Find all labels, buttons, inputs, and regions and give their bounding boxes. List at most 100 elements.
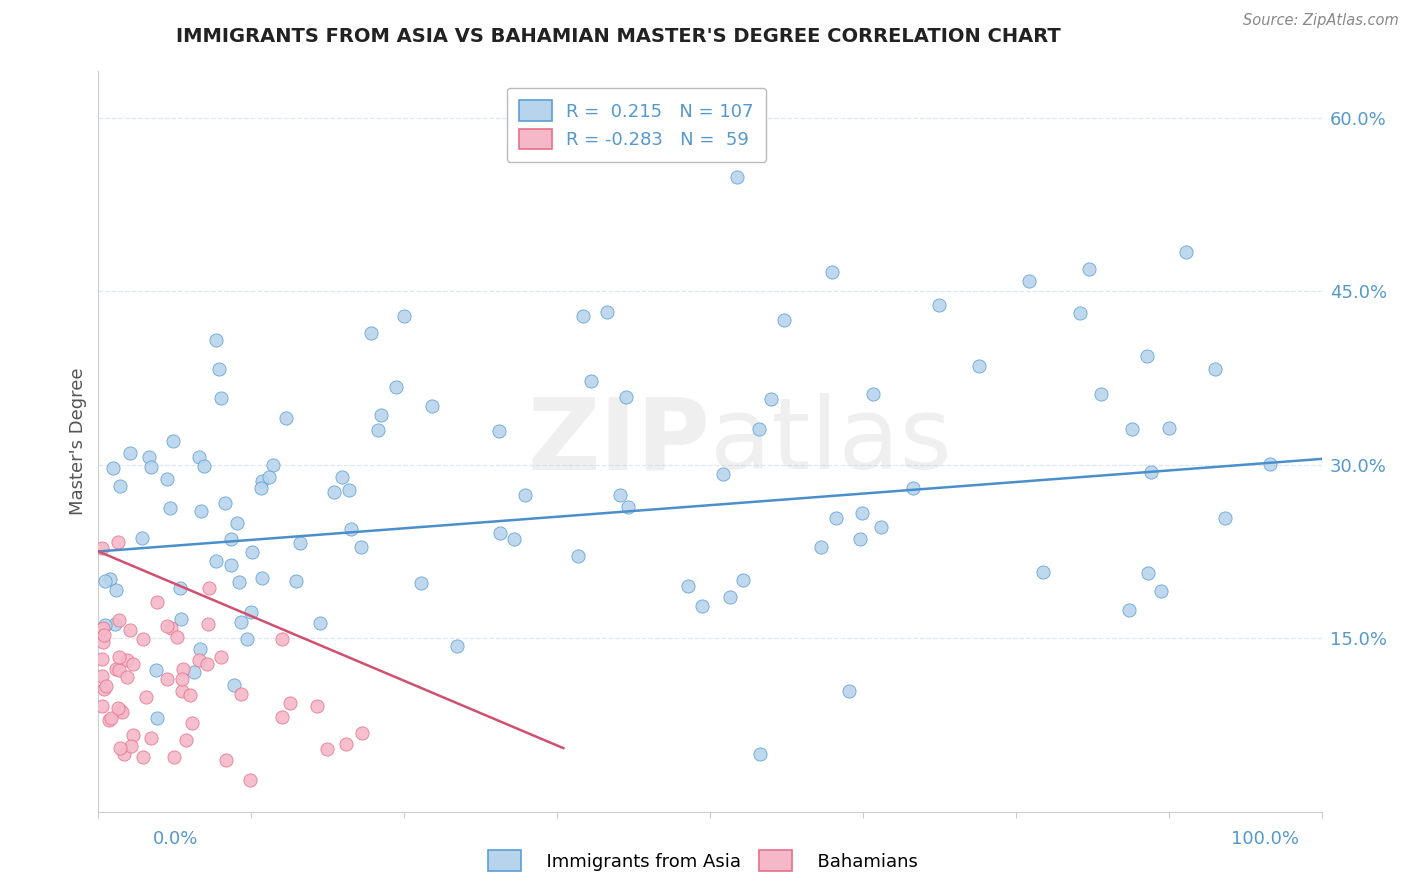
Point [616,500,638,514]
Point [93,628,115,642]
Point [820,265,842,279]
Point [188,641,211,656]
Point [170,612,193,626]
Point [108,663,131,677]
Point [204,333,226,347]
Point [108,650,131,665]
Point [115,653,138,667]
Point [250,481,273,495]
Point [197,581,219,595]
Point [103,461,125,475]
Point [367,423,389,437]
Point [350,540,373,554]
Point [195,657,218,671]
Point [851,506,873,520]
Point [1139,466,1161,480]
Point [446,639,468,653]
Point [170,672,193,686]
Point [810,540,832,554]
Point [231,615,253,629]
Point [91,621,114,635]
Point [108,740,131,755]
Text: 100.0%: 100.0% [1232,830,1299,847]
Point [316,742,339,756]
Point [138,450,160,464]
Point [214,495,236,509]
Point [392,309,415,323]
Point [928,298,950,312]
Point [236,632,259,646]
Point [93,682,115,697]
Text: Source: ZipAtlas.com: Source: ZipAtlas.com [1243,13,1399,29]
Point [1032,566,1054,580]
Point [352,726,374,740]
Point [1150,584,1173,599]
Point [188,653,211,667]
Point [93,618,115,632]
Point [1174,245,1197,260]
Point [862,387,884,401]
Point [104,616,127,631]
Point [239,772,262,787]
Text: IMMIGRANTS FROM ASIA VS BAHAMIAN MASTER'S DEGREE CORRELATION CHART: IMMIGRANTS FROM ASIA VS BAHAMIAN MASTER'… [176,27,1060,45]
Point [205,553,228,567]
Point [156,672,179,686]
Point [209,650,232,665]
Point [1118,602,1140,616]
Point [1090,387,1112,401]
Point [337,483,360,497]
Point [141,459,163,474]
Point [385,380,408,394]
Point [172,662,194,676]
Point [145,595,167,609]
Point [409,575,432,590]
Point [290,535,312,549]
Point [567,549,589,563]
Point [263,458,285,473]
Point [488,424,510,438]
Point [174,732,197,747]
Point [91,623,114,637]
Point [115,670,138,684]
Text: 0.0%: 0.0% [153,830,198,847]
Point [179,688,201,702]
Point [91,651,114,665]
Text: atlas: atlas [710,393,952,490]
Point [100,711,122,725]
Point [91,669,114,683]
Point [1018,274,1040,288]
Point [1204,362,1226,376]
Point [222,678,245,692]
Point [240,605,263,619]
Point [105,662,128,676]
Point [226,516,249,530]
Point [305,698,328,713]
Point [219,533,242,547]
Point [330,470,353,484]
Point [901,481,924,495]
Point [502,532,524,546]
Point [748,422,770,436]
Point [139,731,162,745]
Point [1121,422,1143,436]
Point [571,309,593,323]
Point [718,590,741,604]
Point [228,575,250,590]
Point [1069,306,1091,320]
Point [111,705,134,719]
Point [181,716,204,731]
Point [838,683,860,698]
Point [257,470,280,484]
Point [118,623,141,637]
Point [513,488,536,502]
Point [159,500,181,515]
Point [156,472,179,486]
Legend:   Immigrants from Asia,   Bahamians: Immigrants from Asia, Bahamians [481,843,925,879]
Point [193,458,215,473]
Point [162,434,184,449]
Point [240,544,263,558]
Point [108,479,131,493]
Point [108,613,131,627]
Point [118,446,141,460]
Point [870,520,893,534]
